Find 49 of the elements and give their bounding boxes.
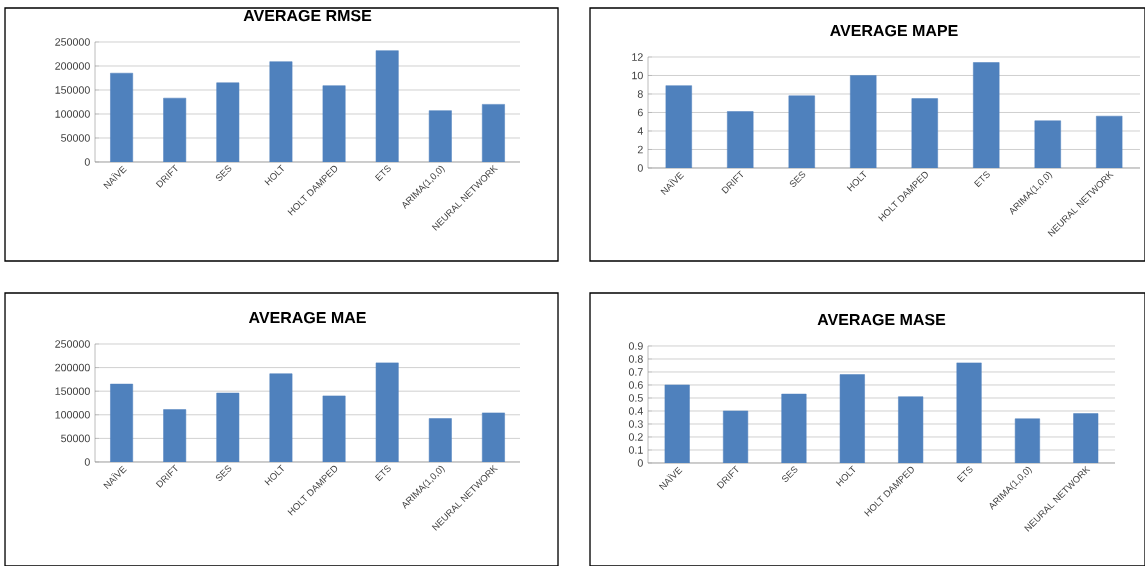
bar [850,75,877,168]
y-tick-label: 12 [632,53,643,61]
chart-title: AVERAGE MAPE [830,24,958,37]
y-tick-label: 0.1 [628,446,643,454]
y-tick-label: 0 [637,164,643,172]
bar [1096,115,1123,168]
y-tick-label: 0.9 [628,342,643,350]
bar [788,95,815,168]
y-tick-label: 50000 [61,134,90,142]
bar [911,98,938,168]
y-tick-label: 150000 [55,387,90,395]
y-tick-label: 250000 [55,38,90,46]
y-tick-label: 0 [84,458,90,466]
y-tick-label: 0 [637,459,643,467]
y-tick-label: 100000 [55,411,90,419]
y-tick-label: 2 [637,145,643,154]
bar [269,61,293,162]
y-tick-label: 0.4 [628,407,643,415]
bar [482,104,505,162]
bar [973,62,1000,168]
y-tick-label: 100000 [55,110,90,118]
y-tick-label: 0.7 [628,368,643,376]
y-tick-label: 250000 [55,340,90,348]
bar [216,82,240,162]
chart-title: AVERAGE MAE [248,311,366,324]
y-tick-label: 200000 [55,363,90,372]
y-tick-label: 150000 [55,86,90,94]
y-tick-label: 50000 [61,434,90,443]
y-tick-label: 10 [632,71,643,80]
bar [1034,120,1061,168]
y-tick-label: 6 [637,108,643,117]
y-tick-label: 200000 [55,62,90,70]
y-tick-label: 0 [84,158,90,166]
y-tick-label: 0.6 [628,381,643,389]
bar [665,85,692,168]
chart-title: AVERAGE RMSE [243,9,372,22]
y-tick-label: 8 [637,90,643,98]
y-tick-label: 0.2 [628,433,643,441]
bar [163,97,187,162]
bar [375,50,399,162]
chart-title: AVERAGE MASE [817,313,946,326]
bar [727,111,754,168]
y-tick-label: 0.3 [628,420,643,428]
bar [110,72,133,162]
y-tick-label: 0.8 [628,355,643,363]
y-tick-label: 0.5 [628,394,643,402]
bar [322,85,346,162]
y-tick-label: 4 [637,127,643,135]
bar [428,110,452,162]
